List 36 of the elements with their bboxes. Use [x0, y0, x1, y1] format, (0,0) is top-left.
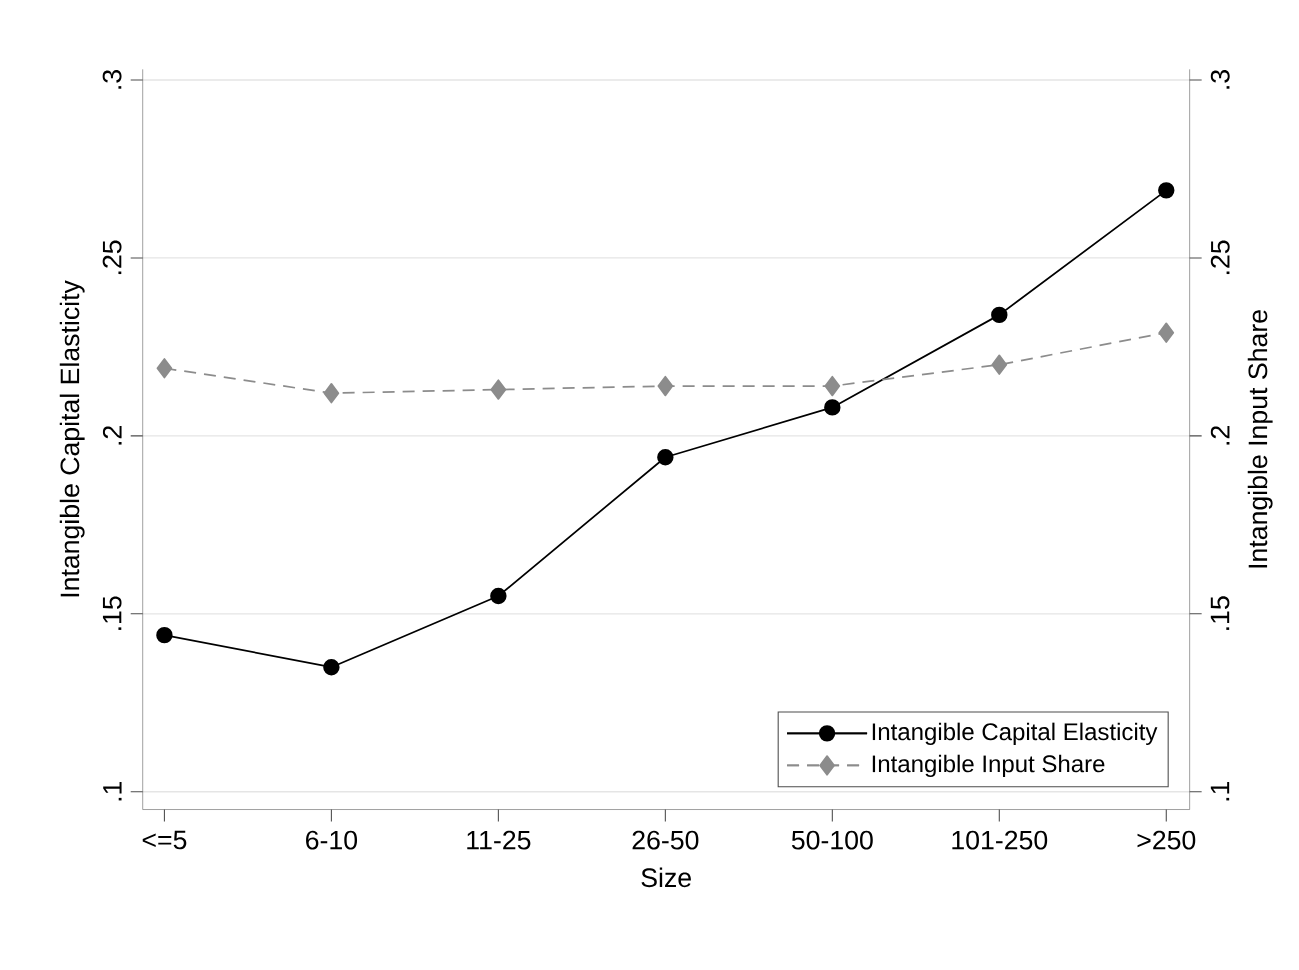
point — [1158, 182, 1175, 199]
y-axis-title: Intangible Capital Elasticity — [59, 280, 85, 597]
x-tick-label: 26-50 — [632, 830, 699, 850]
y-tick-label: .3 — [102, 70, 122, 89]
legend-label: Intangible Capital Elasticity — [872, 722, 1158, 746]
point — [490, 588, 507, 605]
x-tick-label: 11-25 — [467, 830, 531, 850]
y2-axis-title: Intangible Input Share — [1247, 310, 1273, 568]
y-tick-label: .1 — [103, 782, 122, 801]
point — [323, 659, 340, 676]
x-tick-label: <=5 — [142, 830, 187, 850]
y-tick-label: .25 — [102, 240, 122, 275]
point — [156, 627, 173, 644]
x-tick-label: 101-250 — [952, 830, 1048, 850]
x-tick-label: 50-100 — [791, 830, 873, 850]
y2-tick-label: .25 — [1210, 240, 1230, 275]
point — [657, 449, 674, 466]
point — [657, 376, 674, 397]
point — [824, 376, 841, 397]
point — [991, 354, 1008, 376]
point — [323, 383, 340, 404]
y-tick-label: .2 — [102, 426, 122, 445]
point — [156, 358, 173, 379]
y2-tick-label: .15 — [1210, 596, 1230, 631]
x-axis-title: Size — [641, 867, 691, 888]
y-tick-label: .15 — [102, 596, 122, 631]
point — [1158, 322, 1175, 344]
x-tick-label: 6-10 — [306, 830, 358, 850]
point — [991, 306, 1008, 324]
legend-label: Intangible Input Share — [872, 754, 1105, 778]
y2-tick-label: .2 — [1210, 426, 1230, 445]
x-tick-label: >250 — [1137, 830, 1196, 850]
point — [490, 379, 507, 401]
y2-tick-label: .1 — [1210, 782, 1230, 801]
point — [824, 399, 841, 416]
y2-tick-label: .3 — [1210, 70, 1230, 89]
